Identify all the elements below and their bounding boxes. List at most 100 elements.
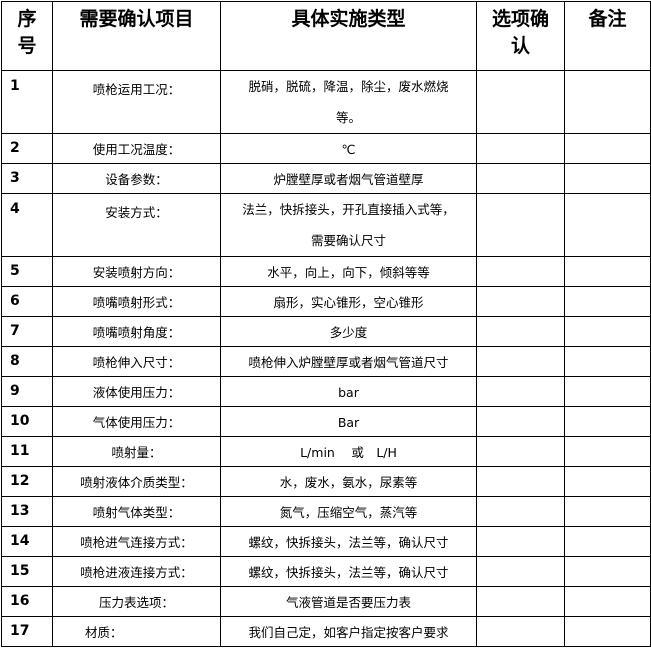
- row-number: 10: [1, 406, 53, 437]
- row-note-cell[interactable]: [564, 346, 651, 377]
- row-confirm-cell[interactable]: [476, 586, 565, 617]
- row-confirm-cell[interactable]: [476, 193, 565, 257]
- row-item: 喷射气体类型：: [52, 496, 221, 527]
- row-type: 螺纹，快拆接头，法兰等，确认尺寸: [220, 526, 477, 557]
- table-row: 15 喷枪进液连接方式： 螺纹，快拆接头，法兰等，确认尺寸: [1, 556, 651, 587]
- row-item: 喷枪进液连接方式：: [52, 556, 221, 587]
- row-note-cell[interactable]: [564, 436, 651, 467]
- row-type: 脱硝，脱硫，降温，除尘，废水燃烧等。: [220, 70, 477, 134]
- row-note-cell[interactable]: [564, 526, 651, 557]
- row-type: 水平，向上，向下，倾斜等等: [220, 256, 477, 287]
- row-type: 我们自己定，如客户指定按客户要求: [220, 616, 477, 647]
- table-row: 16 压力表选项： 气液管道是否要压力表: [1, 586, 651, 617]
- row-confirm-cell[interactable]: [476, 256, 565, 287]
- row-confirm-cell[interactable]: [476, 286, 565, 317]
- row-note-cell[interactable]: [564, 133, 651, 164]
- row-note-cell[interactable]: [564, 193, 651, 257]
- row-number: 4: [1, 193, 53, 257]
- row-number: 11: [1, 436, 53, 467]
- row-number: 17: [1, 616, 53, 647]
- row-confirm-cell[interactable]: [476, 556, 565, 587]
- row-number: 3: [1, 163, 53, 194]
- row-note-cell[interactable]: [564, 586, 651, 617]
- row-number: 12: [1, 466, 53, 497]
- row-item: 液体使用压力：: [52, 376, 221, 407]
- row-item: 喷射液体介质类型：: [52, 466, 221, 497]
- row-number: 9: [1, 376, 53, 407]
- row-note-cell[interactable]: [564, 286, 651, 317]
- row-item: 气体使用压力：: [52, 406, 221, 437]
- row-confirm-cell[interactable]: [476, 616, 565, 647]
- row-confirm-cell[interactable]: [476, 526, 565, 557]
- row-note-cell[interactable]: [564, 556, 651, 587]
- table-row: 7 喷嘴喷射角度： 多少度: [1, 316, 651, 347]
- row-number: 5: [1, 256, 53, 287]
- row-number: 15: [1, 556, 53, 587]
- row-confirm-cell[interactable]: [476, 346, 565, 377]
- row-confirm-cell[interactable]: [476, 163, 565, 194]
- row-number: 2: [1, 133, 53, 164]
- row-note-cell[interactable]: [564, 496, 651, 527]
- row-number: 16: [1, 586, 53, 617]
- row-type: 多少度: [220, 316, 477, 347]
- table-row: 10 气体使用压力： Bar: [1, 406, 651, 437]
- row-item: 喷射量：: [52, 436, 221, 467]
- table-row: 14 喷枪进气连接方式： 螺纹，快拆接头，法兰等，确认尺寸: [1, 526, 651, 557]
- row-number: 6: [1, 286, 53, 317]
- row-item: 材质：: [52, 616, 221, 647]
- row-note-cell[interactable]: [564, 376, 651, 407]
- row-type: 氮气，压缩空气，蒸汽等: [220, 496, 477, 527]
- row-type: 水，废水，氨水，尿素等: [220, 466, 477, 497]
- row-confirm-cell[interactable]: [476, 376, 565, 407]
- table-row: 12 喷射液体介质类型： 水，废水，氨水，尿素等: [1, 466, 651, 497]
- row-note-cell[interactable]: [564, 256, 651, 287]
- row-item: 喷嘴喷射角度：: [52, 316, 221, 347]
- row-confirm-cell[interactable]: [476, 70, 565, 134]
- row-note-cell[interactable]: [564, 406, 651, 437]
- row-type: 气液管道是否要压力表: [220, 586, 477, 617]
- header-row: 序号 需要确认项目 具体实施类型 选项确认 备注: [1, 1, 651, 71]
- row-type: 扇形，实心锥形，空心锥形: [220, 286, 477, 317]
- row-type: 喷枪伸入炉膛壁厚或者烟气管道尺寸: [220, 346, 477, 377]
- row-type: 法兰，快拆接头，开孔直接插入式等，需要确认尺寸: [220, 193, 477, 257]
- row-note-cell[interactable]: [564, 616, 651, 647]
- row-item: 喷枪运用工况：: [52, 70, 221, 134]
- table-row: 11 喷射量： L/min 或 L/H: [1, 436, 651, 467]
- row-item: 使用工况温度：: [52, 133, 221, 164]
- table-row: 6 喷嘴喷射形式： 扇形，实心锥形，空心锥形: [1, 286, 651, 317]
- header-item: 需要确认项目: [52, 1, 221, 71]
- row-confirm-cell[interactable]: [476, 133, 565, 164]
- table-row: 17 材质： 我们自己定，如客户指定按客户要求: [1, 616, 651, 647]
- row-type: 螺纹，快拆接头，法兰等，确认尺寸: [220, 556, 477, 587]
- table-row: 2 使用工况温度： ℃: [1, 133, 651, 164]
- row-type: L/min 或 L/H: [220, 436, 477, 467]
- row-type: ℃: [220, 133, 477, 164]
- header-confirm: 选项确认: [476, 1, 565, 71]
- header-type: 具体实施类型: [220, 1, 477, 71]
- table-row: 5 安装喷射方向： 水平，向上，向下，倾斜等等: [1, 256, 651, 287]
- row-item: 喷枪进气连接方式：: [52, 526, 221, 557]
- row-number: 8: [1, 346, 53, 377]
- table-row: 13 喷射气体类型： 氮气，压缩空气，蒸汽等: [1, 496, 651, 527]
- row-item: 设备参数：: [52, 163, 221, 194]
- table-row: 1 喷枪运用工况： 脱硝，脱硫，降温，除尘，废水燃烧等。: [1, 70, 651, 134]
- row-note-cell[interactable]: [564, 70, 651, 134]
- table-row: 8 喷枪伸入尺寸： 喷枪伸入炉膛壁厚或者烟气管道尺寸: [1, 346, 651, 377]
- row-note-cell[interactable]: [564, 316, 651, 347]
- row-number: 1: [1, 70, 53, 134]
- row-number: 13: [1, 496, 53, 527]
- row-confirm-cell[interactable]: [476, 466, 565, 497]
- row-item: 喷枪伸入尺寸：: [52, 346, 221, 377]
- row-confirm-cell[interactable]: [476, 316, 565, 347]
- row-confirm-cell[interactable]: [476, 406, 565, 437]
- row-item: 安装喷射方向：: [52, 256, 221, 287]
- table-row: 9 液体使用压力： bar: [1, 376, 651, 407]
- row-confirm-cell[interactable]: [476, 436, 565, 467]
- row-item: 压力表选项：: [52, 586, 221, 617]
- row-note-cell[interactable]: [564, 466, 651, 497]
- row-confirm-cell[interactable]: [476, 496, 565, 527]
- row-note-cell[interactable]: [564, 163, 651, 194]
- row-type: bar: [220, 376, 477, 407]
- header-no: 序号: [1, 1, 53, 71]
